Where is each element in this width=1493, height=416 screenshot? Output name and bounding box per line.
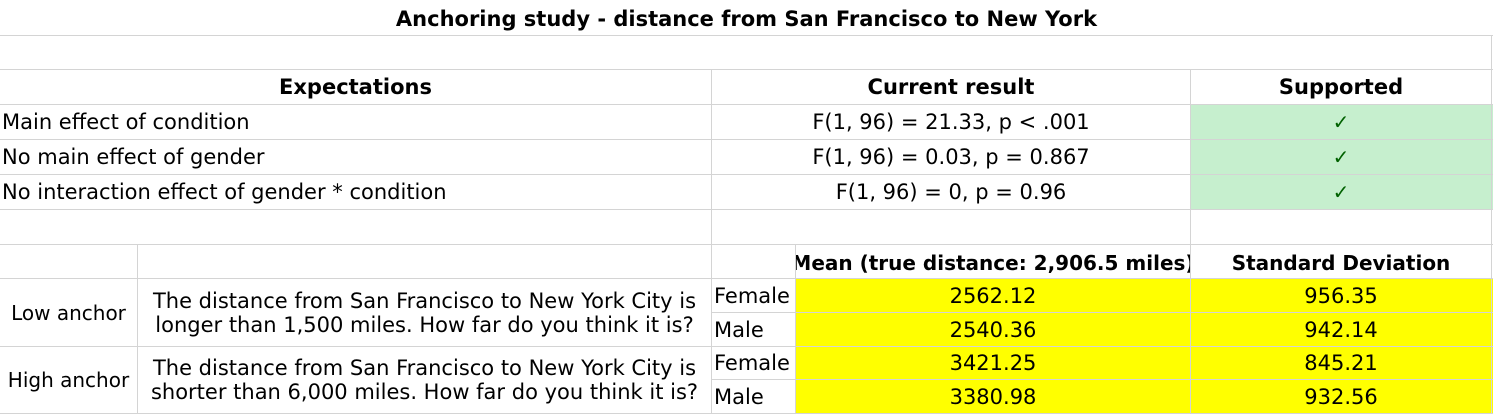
result-cell: F(1, 96) = 21.33, p < .001 — [812, 110, 1090, 134]
header-expectations: Expectations — [279, 75, 432, 99]
grid-line — [0, 139, 1493, 140]
grid-line — [712, 312, 1493, 313]
grid-line — [0, 104, 1493, 105]
header-standard-deviation: Standard Deviation — [1231, 250, 1451, 275]
expectation-cell: No main effect of gender — [2, 145, 265, 169]
mean-cell: 2562.12 — [949, 283, 1037, 308]
sd-fill-3 — [1191, 346, 1493, 379]
supported-check-icon: ✓ — [1332, 110, 1350, 134]
grid-line — [0, 69, 1493, 70]
grid-line — [0, 174, 1493, 175]
grid-line — [0, 346, 1493, 347]
grid-line — [1491, 35, 1492, 413]
supported-fill-2 — [1191, 139, 1493, 174]
header-mean: Mean (true distance: 2,906.5 miles) — [796, 250, 1190, 275]
mean-cell: 3380.98 — [949, 384, 1037, 409]
sd-cell: 956.35 — [1304, 283, 1378, 308]
anchor-prompt-low: The distance from San Francisco to New Y… — [152, 288, 697, 337]
supported-check-icon: ✓ — [1332, 180, 1350, 204]
anchor-label-high: High anchor — [7, 368, 130, 392]
grid-line — [0, 278, 1493, 279]
sd-cell: 942.14 — [1304, 317, 1378, 342]
result-cell: F(1, 96) = 0, p = 0.96 — [835, 180, 1067, 204]
result-cell: F(1, 96) = 0.03, p = 0.867 — [812, 145, 1090, 169]
header-current-result: Current result — [867, 75, 1035, 99]
mean-cell: 2540.36 — [949, 317, 1037, 342]
supported-fill-1 — [1191, 105, 1493, 139]
grid-line — [712, 379, 1493, 380]
anchor-label-low: Low anchor — [11, 300, 126, 325]
expectation-cell: No interaction effect of gender * condit… — [2, 180, 447, 204]
grid-line — [711, 69, 712, 413]
grid-line — [0, 413, 1493, 414]
mean-fill-1 — [796, 279, 1191, 312]
gender-cell: Male — [714, 384, 764, 409]
gender-cell: Male — [714, 317, 764, 342]
sd-fill-1 — [1191, 279, 1493, 312]
grid-line — [795, 244, 796, 413]
mean-fill-4 — [796, 379, 1191, 413]
mean-fill-3 — [796, 346, 1191, 379]
mean-fill-2 — [796, 312, 1191, 346]
sd-cell: 845.21 — [1304, 351, 1378, 375]
mean-cell: 3421.25 — [949, 351, 1037, 375]
supported-check-icon: ✓ — [1332, 145, 1350, 169]
grid-line — [1190, 69, 1191, 413]
grid-line — [137, 244, 138, 413]
sd-fill-2 — [1191, 312, 1493, 346]
sd-fill-4 — [1191, 379, 1493, 413]
grid-line — [0, 209, 1493, 210]
grid-line — [0, 35, 1493, 36]
sd-cell: 932.56 — [1304, 384, 1378, 409]
gender-cell: Female — [714, 351, 790, 375]
anchor-prompt-high: The distance from San Francisco to New Y… — [150, 356, 699, 404]
supported-fill-3 — [1191, 174, 1493, 209]
expectation-cell: Main effect of condition — [2, 110, 250, 134]
gender-cell: Female — [714, 283, 790, 308]
page-title: Anchoring study - distance from San Fran… — [395, 7, 1098, 31]
header-supported: Supported — [1278, 75, 1404, 99]
grid-line — [0, 244, 1493, 245]
